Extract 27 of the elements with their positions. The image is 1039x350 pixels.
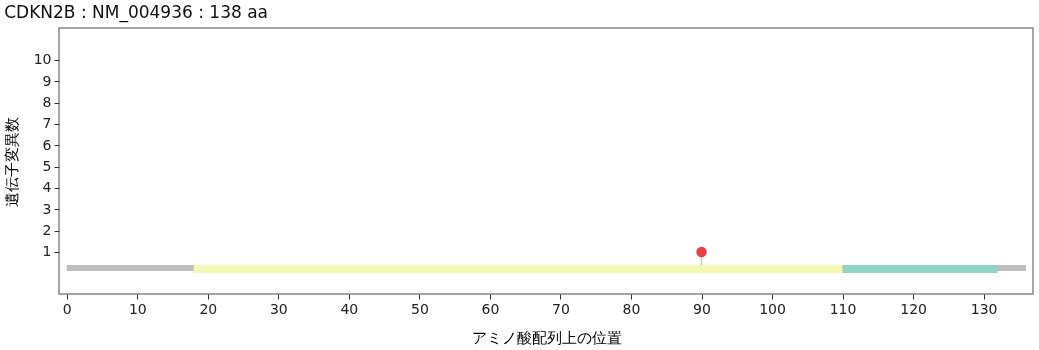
y-tick-label: 5 <box>42 158 52 175</box>
y-tick-label: 2 <box>42 222 52 239</box>
x-tick-label: 20 <box>199 300 218 317</box>
x-tick-label: 10 <box>128 300 147 317</box>
y-tick-label: 8 <box>42 94 52 111</box>
y-tick-label: 3 <box>42 200 52 217</box>
x-tick-label: 60 <box>481 300 500 317</box>
chart-title: CDKN2B : NM_004936 : 138 aa <box>4 2 269 23</box>
y-tick-label: 10 <box>33 51 52 68</box>
x-tick-label: 70 <box>552 300 570 317</box>
y-tick-label: 9 <box>42 72 52 89</box>
x-tick-label: 130 <box>970 300 998 317</box>
y-axis-title: 遺伝子変異数 <box>2 116 21 207</box>
y-tick-label: 1 <box>42 243 52 260</box>
x-tick-label: 110 <box>829 300 857 317</box>
x-tick-label: 0 <box>62 300 72 317</box>
x-tick-label: 50 <box>410 300 429 317</box>
x-tick-label: 30 <box>269 300 288 317</box>
x-tick-label: 80 <box>622 300 641 317</box>
y-tick-label: 4 <box>42 179 52 196</box>
x-tick-label: 40 <box>340 300 359 317</box>
x-axis-title: アミノ酸配列上の位置 <box>471 328 622 347</box>
y-tick-label: 7 <box>42 115 52 132</box>
y-tick-label: 6 <box>42 136 52 153</box>
x-tick-label: 90 <box>693 300 711 317</box>
x-tick-label: 120 <box>900 300 927 317</box>
x-tick-label: 100 <box>759 300 786 317</box>
